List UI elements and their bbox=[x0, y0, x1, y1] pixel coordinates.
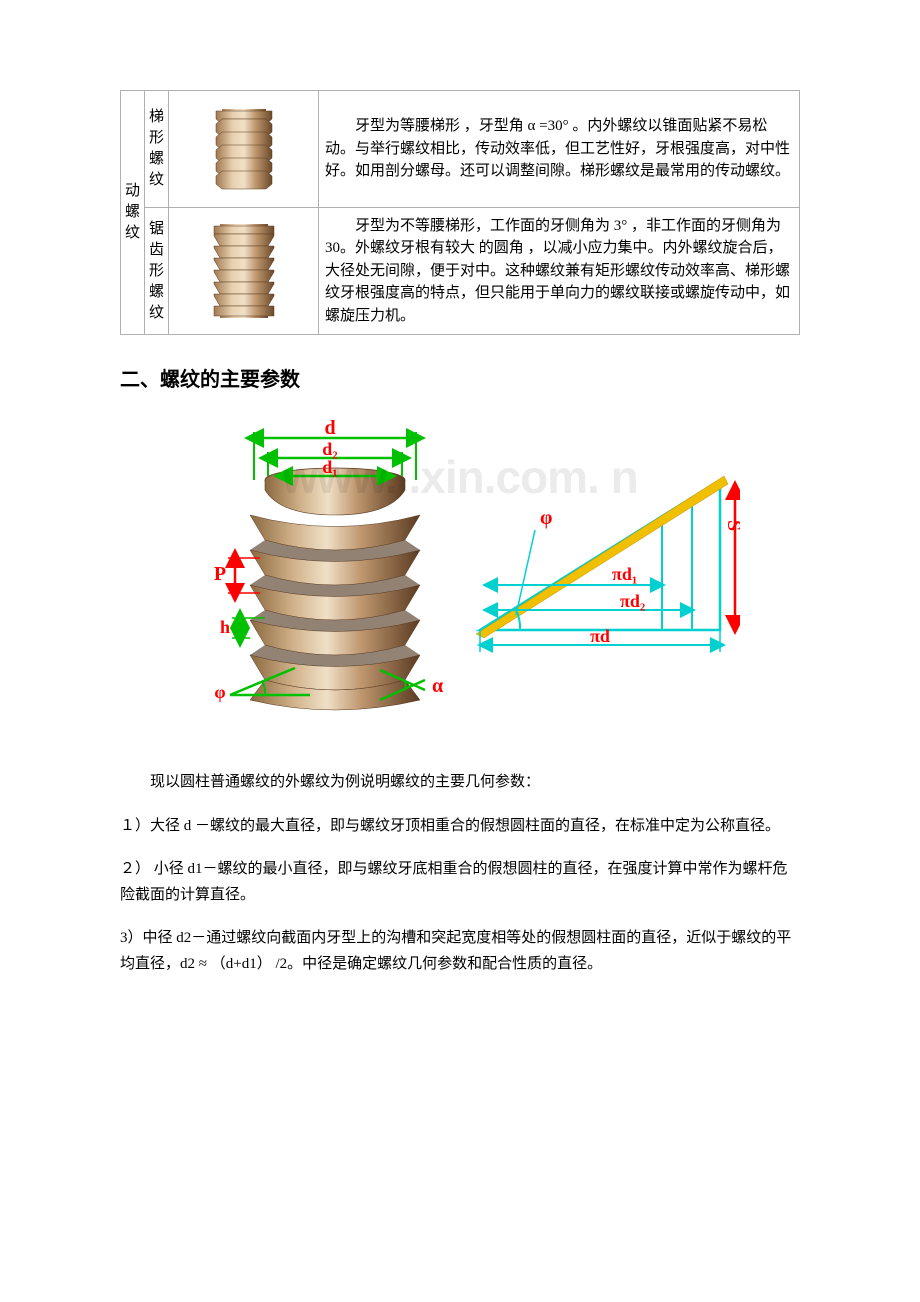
screw-illustration: d d₂ d₁ P h φ bbox=[214, 420, 443, 710]
row1-type-cell: 梯形螺纹 bbox=[145, 91, 169, 208]
helix-development: φ S πd₁ πd₂ πd bbox=[476, 476, 740, 652]
row1-desc-cell: 牙型为等腰梯形 ，牙型角 α =30° 。内外螺纹以锥面贴紧不易松动。与举行螺纹… bbox=[319, 91, 800, 208]
para-1: １）大径 d －螺纹的最大直径，即与螺纹牙顶相重合的假想圆柱面的直径，在标准中定… bbox=[120, 814, 800, 840]
row1-desc: 牙型为等腰梯形 ，牙型角 α =30° 。内外螺纹以锥面贴紧不易松动。与举行螺纹… bbox=[325, 115, 793, 183]
row1-image-cell bbox=[169, 91, 319, 208]
label-d2: d₂ bbox=[322, 439, 337, 459]
section-heading: 二、螺纹的主要参数 bbox=[120, 363, 800, 392]
intro-para: 现以圆柱普通螺纹的外螺纹为例说明螺纹的主要几何参数： bbox=[120, 770, 800, 796]
group-label: 动 螺 纹 bbox=[125, 183, 140, 241]
trapezoidal-thread-icon bbox=[194, 99, 294, 199]
label-d1: d₁ bbox=[322, 457, 337, 477]
row2-type-label: 锯齿形螺纹 bbox=[149, 221, 164, 321]
thread-parameter-diagram: www. .xin.com. n bbox=[180, 420, 740, 740]
para-3: 3）中径 d2－通过螺纹向截面内牙型上的沟槽和突起宽度相等处的假想圆柱面的直径，… bbox=[120, 926, 800, 977]
label-alpha: α bbox=[432, 675, 443, 697]
group-label-cell: 动 螺 纹 bbox=[121, 91, 145, 335]
parameter-diagram-svg: d d₂ d₁ P h φ bbox=[180, 420, 740, 740]
label-pid1: πd₁ bbox=[612, 564, 637, 584]
buttress-thread-icon bbox=[194, 216, 294, 326]
label-p: P bbox=[214, 563, 226, 585]
row2-image-cell bbox=[169, 208, 319, 335]
label-phi2: φ bbox=[540, 507, 552, 529]
thread-table: 动 螺 纹 梯形螺纹 bbox=[120, 90, 800, 335]
label-pid2: πd₂ bbox=[620, 591, 645, 611]
row2-desc-cell: 牙型为不等腰梯形，工作面的牙侧角为 3° ，非工作面的牙侧角为 30。外螺纹牙根… bbox=[319, 208, 800, 335]
label-s: S bbox=[723, 520, 740, 531]
row1-type-label: 梯形螺纹 bbox=[149, 109, 164, 188]
label-phi: φ bbox=[214, 682, 225, 702]
row2-desc: 牙型为不等腰梯形，工作面的牙侧角为 3° ，非工作面的牙侧角为 30。外螺纹牙根… bbox=[325, 215, 793, 328]
thread-types-table: 动 螺 纹 梯形螺纹 bbox=[120, 90, 800, 335]
row2-type-cell: 锯齿形螺纹 bbox=[145, 208, 169, 335]
label-d: d bbox=[324, 420, 335, 439]
label-pid: πd bbox=[590, 626, 610, 646]
para-2: ２） 小径 d1－螺纹的最小直径，即与螺纹牙底相重合的假想圆柱的直径，在强度计算… bbox=[120, 857, 800, 908]
label-h: h bbox=[220, 617, 230, 637]
